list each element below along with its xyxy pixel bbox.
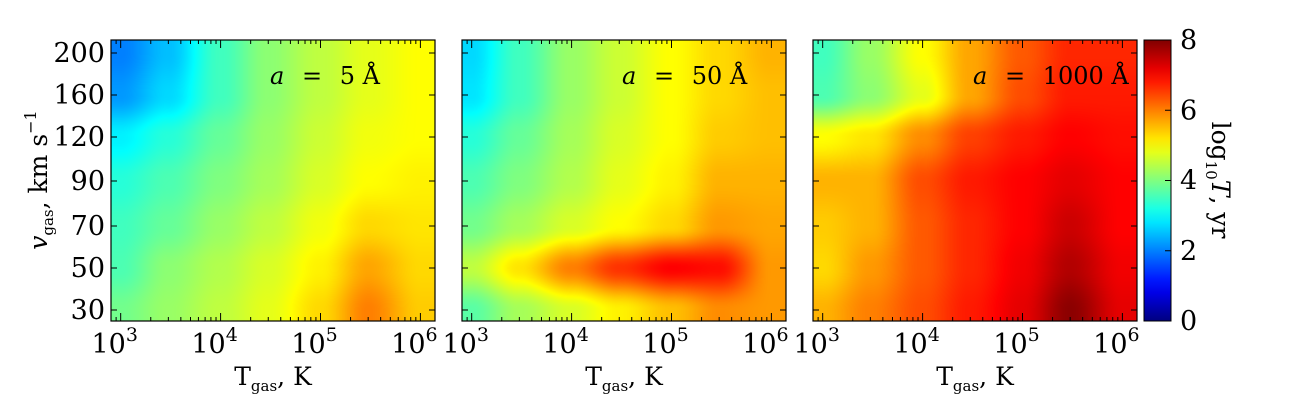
panel-1: a = 5 Å (110, 39, 436, 322)
x-tick-label: 104 (542, 324, 588, 360)
y-tick-label: 30 (71, 295, 105, 326)
colorbar-tick-label: 2 (1180, 236, 1197, 267)
heatmap-image-3 (813, 40, 1137, 321)
x-axis-label-1: Tgas, K (234, 362, 313, 395)
colorbar-tick-label: 8 (1180, 25, 1197, 56)
colorbar-ticks: 0 2 4 6 8 (1165, 25, 1197, 337)
colorbar: 0 2 4 6 8 log10T, yr (1143, 25, 1235, 337)
x-tick-label: 105 (642, 324, 688, 360)
x-tick-label: 104 (191, 324, 237, 360)
y-tick-label: 120 (53, 122, 105, 153)
colorbar-tick-label: 4 (1180, 166, 1197, 197)
x-tick-label: 106 (742, 324, 788, 360)
panel-label-2: a = 50 Å (622, 61, 748, 90)
panel-label-3: a = 1000 Å (973, 61, 1129, 90)
x-tick-label: 106 (1093, 324, 1139, 360)
colorbar-tick-label: 0 (1180, 306, 1197, 337)
heatmap-image-1 (111, 40, 435, 321)
x-tick-label: 106 (391, 324, 437, 360)
panel-label-1: a = 5 Å (270, 61, 381, 90)
y-tick-label: 50 (71, 253, 105, 284)
x-tick-label: 103 (91, 324, 137, 360)
x-tick-label: 105 (993, 324, 1039, 360)
x-axis-label-3: Tgas, K (936, 362, 1015, 395)
panel-3: a = 1000 Å (812, 39, 1138, 322)
colorbar-tick-label: 6 (1180, 95, 1197, 126)
x-tick-label: 104 (893, 324, 939, 360)
x-tick-label: 103 (793, 324, 839, 360)
x-tick-label: 103 (442, 324, 488, 360)
x-tick-label: 105 (291, 324, 337, 360)
y-axis-label: vgas, km s−1 (21, 110, 57, 250)
heatmap-image-2 (462, 40, 786, 321)
axis-ticks: 103 104 105 106 103 104 105 106 103 104 105 1063050… (53, 38, 1139, 360)
x-axis-label-2: Tgas, K (585, 362, 664, 395)
y-tick-label: 70 (71, 211, 105, 242)
y-tick-label: 200 (53, 38, 105, 69)
panel-2: a = 50 Å (461, 39, 787, 322)
y-tick-label: 90 (71, 166, 105, 197)
colorbar-label: log10T, yr (1202, 122, 1235, 239)
y-tick-label: 160 (53, 80, 105, 111)
